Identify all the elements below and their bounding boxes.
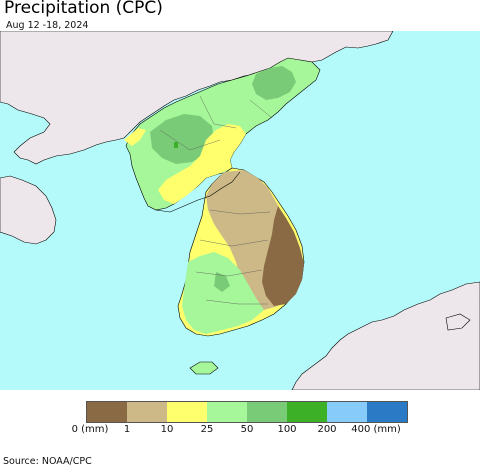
legend-swatch-50 — [247, 402, 287, 422]
legend-tick-10: 10 — [160, 424, 174, 435]
legend-tick-100: 100 — [277, 424, 297, 435]
nk-bright-spot — [174, 142, 178, 148]
dmz-border — [155, 171, 241, 213]
date-range: Aug 12 -18, 2024 — [6, 20, 89, 31]
land-japan-island — [445, 313, 471, 331]
nk-yellow-coast — [124, 128, 146, 146]
nk-green-west — [150, 114, 214, 164]
land-japan — [291, 281, 480, 390]
legend-tick-50: 50 — [240, 424, 254, 435]
nk-yellow-band — [158, 124, 246, 204]
sk-green-patch — [214, 272, 230, 292]
land-china-russia — [0, 31, 394, 165]
legend-swatch-0 — [87, 402, 127, 422]
legend-swatch-400 — [367, 402, 407, 422]
legend-swatch-10 — [167, 402, 207, 422]
province-lines — [159, 95, 273, 305]
sk-green-southwest — [182, 252, 264, 334]
legend-swatch-25 — [207, 402, 247, 422]
legend-swatch-1 — [127, 402, 167, 422]
legend-tick-1: 1 — [123, 424, 131, 435]
jeju-island — [189, 361, 219, 375]
legend-tick-25: 25 — [200, 424, 214, 435]
map-title: Precipitation (CPC) — [4, 0, 163, 18]
legend-swatch-200 — [327, 402, 367, 422]
nk-green-northeast — [252, 66, 296, 100]
legend-tick-200: 200 — [317, 424, 337, 435]
legend-labels: 0 (mm) 1 10 25 50 100 200 400 (mm) — [0, 424, 480, 438]
legend-swatch-100 — [287, 402, 327, 422]
source-credit: Source: NOAA/CPC — [3, 456, 92, 467]
legend-tick-400: 400 (mm) — [351, 424, 401, 435]
precipitation-map — [0, 31, 480, 390]
sk-dry-east-coast — [262, 206, 304, 306]
legend-color-bar — [86, 401, 408, 423]
legend-tick-0: 0 (mm) — [71, 424, 109, 435]
land-shandong — [0, 175, 57, 245]
